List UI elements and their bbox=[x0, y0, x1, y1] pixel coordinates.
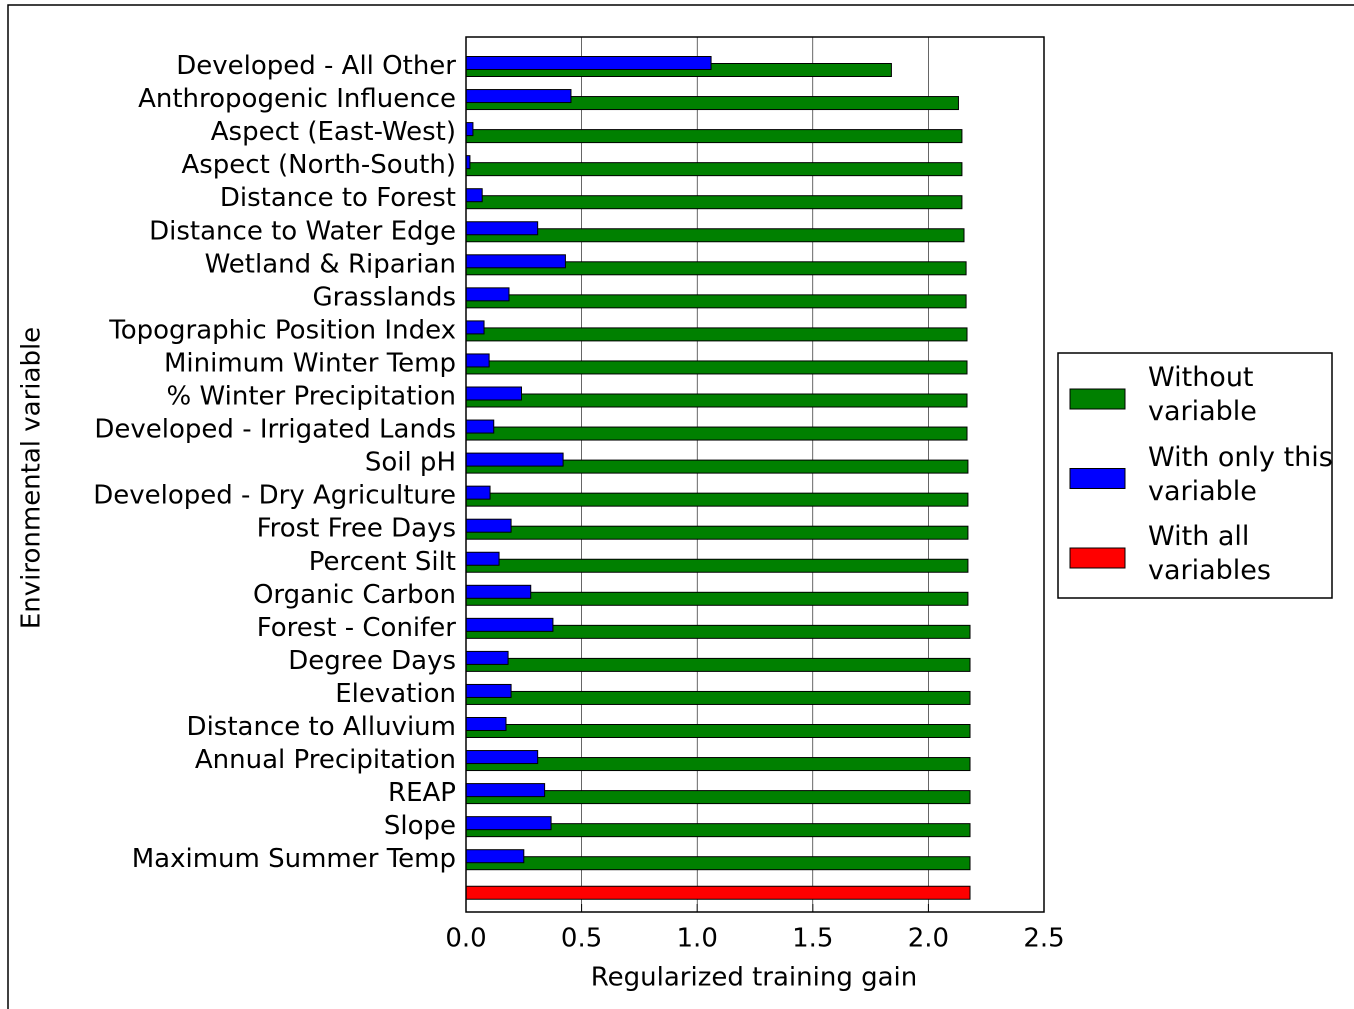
y-tick-label: Grasslands bbox=[312, 282, 456, 312]
bar bbox=[465, 386, 522, 401]
bar bbox=[465, 849, 525, 864]
bar bbox=[465, 129, 963, 144]
bar bbox=[465, 617, 554, 632]
y-tick-label: Topographic Position Index bbox=[108, 315, 456, 345]
bar bbox=[465, 419, 495, 434]
bar bbox=[465, 485, 491, 500]
figure-frame bbox=[7, 4, 1354, 1009]
bar bbox=[465, 221, 539, 236]
y-tick-label: REAP bbox=[388, 778, 456, 808]
y-tick-label: % Winter Precipitation bbox=[167, 382, 456, 412]
bar bbox=[465, 89, 572, 104]
y-tick-label: Minimum Winter Temp bbox=[164, 348, 456, 378]
bar bbox=[465, 724, 971, 738]
bar bbox=[465, 452, 564, 467]
y-tick-label: Developed - Dry Agriculture bbox=[93, 481, 456, 511]
bar bbox=[465, 254, 566, 269]
x-tick-label: 0.5 bbox=[561, 924, 602, 954]
y-tick-label: Developed - All Other bbox=[176, 51, 456, 81]
legend-swatch bbox=[1069, 388, 1126, 410]
y-tick-label: Soil pH bbox=[365, 448, 456, 478]
bar bbox=[465, 393, 968, 408]
bar bbox=[465, 816, 552, 831]
bar bbox=[465, 584, 532, 599]
bar bbox=[465, 327, 968, 342]
y-tick-label: Slope bbox=[384, 811, 456, 841]
y-tick-label: Degree Days bbox=[288, 646, 456, 676]
y-tick-label: Frost Free Days bbox=[257, 514, 456, 544]
bar bbox=[465, 360, 968, 375]
y-tick-label: Aspect (North-South) bbox=[181, 150, 456, 180]
bar bbox=[465, 650, 509, 665]
y-tick-label: Distance to Forest bbox=[220, 183, 456, 213]
bar bbox=[465, 287, 510, 302]
plot-frame bbox=[465, 36, 1045, 913]
y-tick-label: Organic Carbon bbox=[253, 580, 456, 610]
x-tick-label: 2.0 bbox=[908, 924, 949, 954]
legend-swatch bbox=[1069, 468, 1126, 489]
bar bbox=[465, 783, 546, 798]
bar bbox=[465, 683, 512, 698]
bar bbox=[465, 56, 712, 70]
bar bbox=[465, 856, 971, 871]
x-tick-label: 0.0 bbox=[445, 924, 486, 954]
bar bbox=[465, 122, 474, 137]
bar bbox=[465, 551, 500, 566]
y-tick-label: Wetland & Riparian bbox=[205, 249, 456, 279]
x-tick-label: 1.0 bbox=[677, 924, 718, 954]
bar bbox=[465, 188, 483, 203]
x-tick-label: 1.5 bbox=[792, 924, 833, 954]
y-tick-label: Aspect (East-West) bbox=[211, 117, 456, 147]
bar bbox=[465, 426, 968, 441]
y-axis-label: Environmental variable bbox=[17, 327, 47, 629]
bar bbox=[465, 320, 485, 335]
bar bbox=[465, 558, 969, 573]
y-tick-label: Distance to Alluvium bbox=[187, 712, 456, 742]
legend-label: With all variables bbox=[1148, 521, 1271, 586]
bar bbox=[465, 492, 969, 507]
bar bbox=[465, 525, 969, 540]
bar bbox=[465, 228, 965, 243]
y-tick-label: Anthropogenic Influence bbox=[138, 84, 456, 114]
bar bbox=[465, 717, 507, 731]
bar bbox=[465, 162, 963, 177]
bar bbox=[465, 353, 490, 368]
x-axis-label: Regularized training gain bbox=[591, 963, 918, 993]
bar bbox=[465, 885, 971, 900]
y-tick-label: Developed - Irrigated Lands bbox=[94, 415, 456, 445]
y-tick-label: Percent Silt bbox=[309, 547, 456, 577]
legend-label: With only this variable bbox=[1148, 441, 1333, 507]
y-tick-label: Maximum Summer Temp bbox=[132, 844, 456, 874]
y-tick-label: Distance to Water Edge bbox=[149, 216, 456, 246]
bar bbox=[465, 591, 969, 606]
y-tick-label: Forest - Conifer bbox=[257, 613, 457, 643]
bar bbox=[465, 690, 971, 705]
x-tick-label: 2.5 bbox=[1023, 924, 1064, 954]
y-tick-label: Annual Precipitation bbox=[195, 745, 456, 775]
legend-label: Without variable bbox=[1148, 362, 1257, 427]
bar bbox=[465, 518, 512, 533]
bar bbox=[465, 757, 971, 772]
legend-swatch bbox=[1069, 547, 1126, 569]
y-tick-label: Elevation bbox=[335, 679, 456, 709]
bar bbox=[465, 195, 963, 210]
bar bbox=[465, 657, 971, 672]
bar bbox=[465, 750, 539, 765]
bar bbox=[465, 294, 967, 309]
